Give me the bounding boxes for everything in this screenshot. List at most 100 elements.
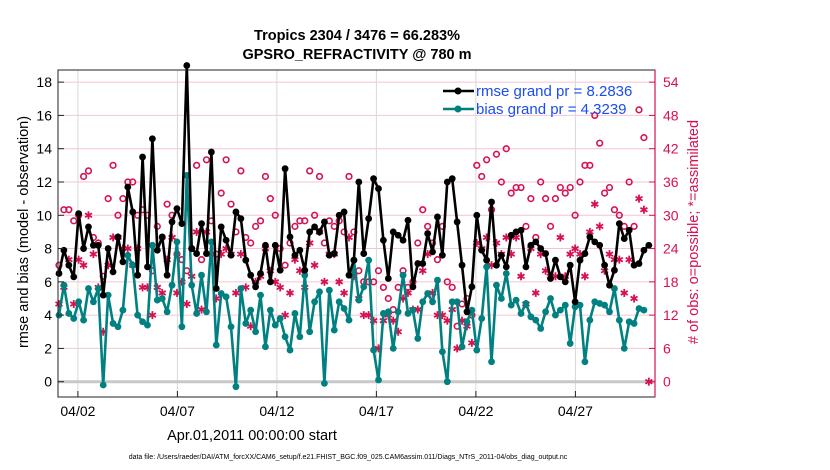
rmse-point	[468, 283, 476, 291]
rmse-point	[345, 271, 353, 279]
bias-point	[620, 345, 628, 352]
rmse-point	[601, 261, 608, 269]
possible-obs-point	[197, 256, 206, 264]
bias-point	[640, 306, 648, 314]
rmse-point	[291, 251, 299, 259]
bias-point	[473, 346, 481, 354]
possible-obs-point	[615, 211, 623, 219]
rmse-point	[266, 278, 274, 286]
rmse-point	[109, 268, 117, 276]
assimilated-obs-point	[595, 222, 604, 231]
rmse-point	[537, 245, 545, 252]
bias-point	[606, 308, 613, 316]
assimilated-obs-point	[556, 233, 565, 242]
possible-obs-point	[600, 189, 609, 197]
bias-point	[168, 281, 176, 289]
rmse-point	[119, 258, 127, 266]
rmse-point	[163, 271, 171, 279]
rmse-point	[552, 256, 559, 264]
bias-point	[611, 285, 618, 292]
rmse-point	[522, 263, 530, 271]
bias-point	[414, 335, 422, 342]
possible-obs-point	[507, 189, 515, 197]
bias-point	[325, 286, 333, 294]
rmse-point	[144, 263, 151, 271]
rmse-point	[198, 220, 205, 227]
possible-obs-point	[517, 183, 525, 192]
bias-point	[424, 290, 432, 297]
chart-marks	[55, 62, 653, 391]
bias-point	[60, 281, 68, 289]
y-tick-label: 4	[44, 307, 52, 323]
y-right-tick-label: 42	[663, 141, 679, 157]
rmse-point	[355, 178, 363, 186]
x-tick-label: 04/07	[160, 403, 195, 419]
possible-obs-point	[546, 222, 555, 230]
assimilated-obs-point	[335, 277, 344, 286]
assimilated-obs-point	[605, 250, 614, 259]
rmse-point	[70, 273, 78, 281]
possible-obs-point	[542, 195, 550, 203]
assimilated-obs-point	[566, 250, 575, 259]
bias-line	[57, 174, 645, 389]
rmse-point	[55, 270, 63, 277]
assimilated-obs-point	[630, 294, 639, 303]
assimilated-obs-point	[236, 250, 245, 259]
bias-point	[330, 326, 338, 334]
bias-point	[296, 333, 304, 341]
bias-point	[502, 270, 510, 277]
bias-point	[517, 310, 525, 317]
possible-obs-point	[193, 161, 201, 169]
possible-obs-point	[252, 222, 260, 230]
bias-point	[198, 271, 205, 279]
rmse-point	[65, 261, 73, 269]
bias-point	[217, 290, 225, 297]
bias-point	[355, 296, 363, 304]
rmse-point	[203, 250, 210, 257]
bias-point	[434, 276, 441, 284]
bias-point	[547, 295, 554, 302]
assimilated-obs-point	[286, 288, 294, 297]
bias-point	[512, 296, 520, 304]
rmse-point	[458, 261, 466, 269]
rmse-point	[586, 233, 594, 241]
y-right-tick-label: 54	[663, 74, 679, 90]
rmse-point	[483, 256, 491, 264]
y-axis-right-label: # of obs: o=possible; *=assimilated	[686, 120, 702, 344]
bias-point	[601, 301, 608, 309]
rmse-point	[502, 263, 510, 271]
y-right-tick-label: 0	[663, 374, 671, 390]
chart-title: Tropics 2304 / 3476 = 66.283%	[254, 28, 460, 44]
bias-point	[566, 340, 574, 347]
legend: rmse grand pr = 8.2836 bias grand pr = 4…	[443, 83, 632, 118]
possible-obs-point	[119, 195, 127, 203]
rmse-point	[434, 213, 441, 221]
rmse-point	[645, 241, 653, 249]
possible-obs-point	[522, 222, 530, 230]
x-tick-label: 04/22	[458, 403, 493, 419]
rmse-point	[365, 215, 373, 223]
possible-obs-point	[635, 106, 643, 114]
rmse-point	[566, 261, 574, 269]
rmse-point	[193, 250, 201, 257]
rmse-point	[527, 241, 535, 249]
rmse-point	[556, 273, 564, 281]
y-axis-label: rmse and bias (model - observation)	[16, 116, 32, 348]
possible-obs-point	[492, 150, 501, 158]
bias-point	[321, 379, 328, 387]
bias-point	[257, 291, 264, 299]
rmse-point	[232, 208, 240, 216]
bias-point	[448, 298, 456, 306]
rmse-point	[227, 251, 235, 259]
possible-obs-point	[591, 111, 599, 120]
possible-obs-point	[104, 195, 112, 203]
bias-point	[281, 333, 289, 341]
bias-point	[252, 328, 260, 336]
y-right-tick-label: 36	[663, 174, 679, 190]
rmse-point	[247, 271, 255, 279]
rmse-point	[340, 208, 348, 216]
rmse-point	[370, 175, 377, 183]
bias-point	[419, 298, 427, 306]
bias-point	[262, 343, 269, 351]
